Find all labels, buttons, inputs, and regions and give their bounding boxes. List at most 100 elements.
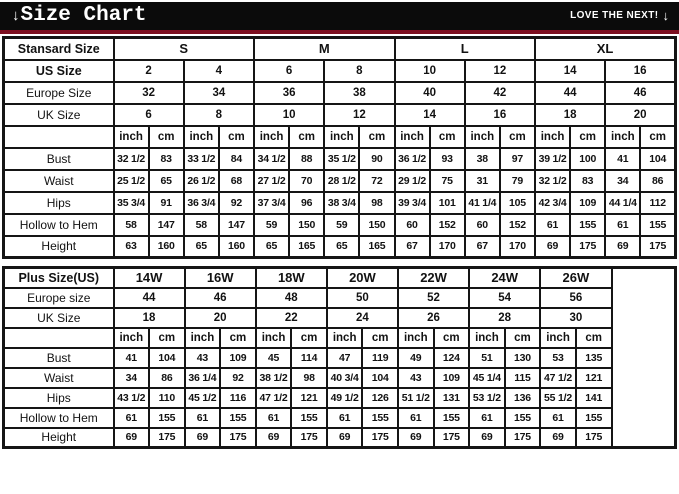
table-row: US Size 2 4 6 8 10 12 14 16 [2, 58, 677, 83]
size-value-cell: 38 [323, 80, 396, 105]
measurement-value-cell: 155 [290, 406, 328, 429]
measurement-value-cell: 175 [361, 426, 399, 449]
size-value-cell: 42 [463, 80, 537, 105]
row-label-cell: Hips [2, 190, 115, 215]
measurement-value-cell: 135 [574, 346, 613, 369]
unit-header-cell: cm [358, 124, 396, 149]
measurement-value-cell: 59 [252, 212, 291, 237]
measurement-value-cell: 61 [325, 406, 364, 429]
unit-header-cell: cm [288, 124, 326, 149]
measurement-value-cell: 126 [361, 386, 399, 409]
measurement-value-cell: 42 3/4 [533, 190, 572, 215]
measurement-value-cell: 121 [574, 366, 613, 389]
measurement-value-cell: 84 [217, 146, 256, 171]
measurement-value-cell: 155 [569, 212, 607, 237]
measurement-value-cell: 109 [219, 346, 257, 369]
measurement-value-cell: 60 [393, 212, 431, 237]
measurement-value-cell: 28 1/2 [323, 168, 361, 193]
measurement-value-cell: 79 [498, 168, 537, 193]
measurement-value-cell: 91 [147, 190, 185, 215]
down-arrow-icon: ↓ [662, 7, 670, 23]
measurement-value-cell: 155 [574, 406, 613, 429]
unit-header-cell: cm [147, 124, 185, 149]
size-value-cell: 12 [323, 102, 396, 127]
size-value-cell: 36 [252, 80, 326, 105]
unit-header-cell: inch [252, 124, 291, 149]
measurement-value-cell: 51 [468, 346, 506, 369]
measurement-value-cell: 121 [290, 386, 328, 409]
unit-header-cell: cm [428, 124, 466, 149]
measurement-value-cell: 98 [290, 366, 328, 389]
measurement-value-cell: 69 [468, 426, 506, 449]
size-group-cell: M [253, 36, 396, 61]
size-group-cell: XL [534, 36, 677, 61]
row-label-cell: Europe Size [2, 80, 115, 105]
measurement-value-cell: 27 1/2 [252, 168, 291, 193]
measurement-value-cell: 175 [290, 426, 328, 449]
row-label-cell: UK Size [2, 306, 115, 329]
measurement-value-cell: 175 [639, 234, 677, 259]
measurement-value-cell: 92 [219, 366, 257, 389]
size-group-cell: S [112, 36, 255, 61]
table-row: UK Size 6 8 10 12 14 16 18 20 [2, 102, 677, 127]
measurement-value-cell: 92 [217, 190, 256, 215]
measurement-value-cell: 51 1/2 [397, 386, 435, 409]
measurement-value-cell: 165 [358, 234, 396, 259]
measurement-value-cell: 170 [428, 234, 466, 259]
measurement-value-cell: 155 [503, 406, 542, 429]
measurement-value-cell: 124 [432, 346, 471, 369]
measurement-value-cell: 61 [533, 212, 572, 237]
measurement-value-cell: 69 [604, 234, 642, 259]
measurement-value-cell: 165 [288, 234, 326, 259]
unit-header-cell: inch [112, 124, 150, 149]
measurement-value-cell: 34 1/2 [252, 146, 291, 171]
measurement-value-cell: 65 [252, 234, 291, 259]
measurement-value-cell: 55 1/2 [539, 386, 577, 409]
measurement-value-cell: 60 [463, 212, 501, 237]
measurement-value-cell: 32 1/2 [112, 146, 150, 171]
measurement-value-cell: 98 [358, 190, 396, 215]
measurement-value-cell: 49 1/2 [325, 386, 364, 409]
measurement-value-cell: 43 [397, 366, 435, 389]
measurement-value-cell: 86 [639, 168, 677, 193]
title-text: Size Chart [20, 3, 147, 27]
row-label-cell: Europe size [2, 286, 115, 309]
measurement-value-cell: 155 [432, 406, 471, 429]
size-group-cell: L [393, 36, 536, 61]
unit-header-cell: cm [148, 326, 186, 349]
unit-header-cell: cm [290, 326, 328, 349]
measurement-value-cell: 68 [217, 168, 256, 193]
size-value-cell: 10 [393, 58, 466, 83]
unit-header-cell: cm [498, 124, 537, 149]
measurement-value-cell: 104 [639, 146, 677, 171]
size-value-cell: 8 [182, 102, 256, 127]
measurement-value-cell: 36 1/2 [393, 146, 431, 171]
size-value-cell: 6 [252, 58, 326, 83]
table-row: Bust 41 104 43 109 45 114 47 119 49 124 51 130 53 135 [2, 346, 676, 369]
measurement-value-cell: 175 [432, 426, 471, 449]
measurement-value-cell: 130 [503, 346, 542, 369]
measurement-value-cell: 69 [325, 426, 364, 449]
page-title: ↓ Size Chart [12, 5, 147, 26]
measurement-value-cell: 150 [288, 212, 326, 237]
unit-header-cell: inch [112, 326, 151, 349]
measurement-value-cell: 59 [323, 212, 361, 237]
measurement-value-cell: 96 [288, 190, 326, 215]
size-group-cell: 18W [254, 266, 328, 289]
row-label-cell: US Size [2, 58, 115, 83]
measurement-value-cell: 65 [323, 234, 361, 259]
measurement-value-cell: 105 [498, 190, 537, 215]
measurement-value-cell: 152 [428, 212, 466, 237]
measurement-value-cell: 131 [432, 386, 471, 409]
size-value-cell: 52 [396, 286, 471, 309]
standard-size-table: Stansard Size S M L XL US Size 2 4 6 8 10 12 14 16 Eur… [2, 36, 677, 259]
size-value-cell: 28 [468, 306, 542, 329]
measurement-value-cell: 43 1/2 [112, 386, 151, 409]
measurement-value-cell: 114 [290, 346, 328, 369]
row-label-cell: Plus Size(US) [2, 266, 115, 289]
measurement-value-cell: 116 [219, 386, 257, 409]
measurement-value-cell: 34 [604, 168, 642, 193]
table-row: Hollow to Hem 58 147 58 147 59 150 59 150 60 152 60… [2, 212, 677, 237]
row-label-cell: Hollow to Hem [2, 212, 115, 237]
size-value-cell: 20 [604, 102, 677, 127]
